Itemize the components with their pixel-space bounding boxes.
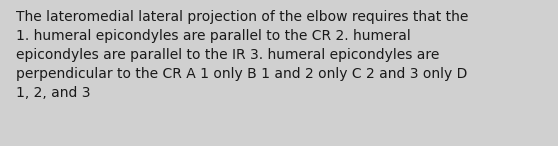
Text: The lateromedial lateral projection of the elbow requires that the
1. humeral ep: The lateromedial lateral projection of t…	[16, 10, 468, 100]
